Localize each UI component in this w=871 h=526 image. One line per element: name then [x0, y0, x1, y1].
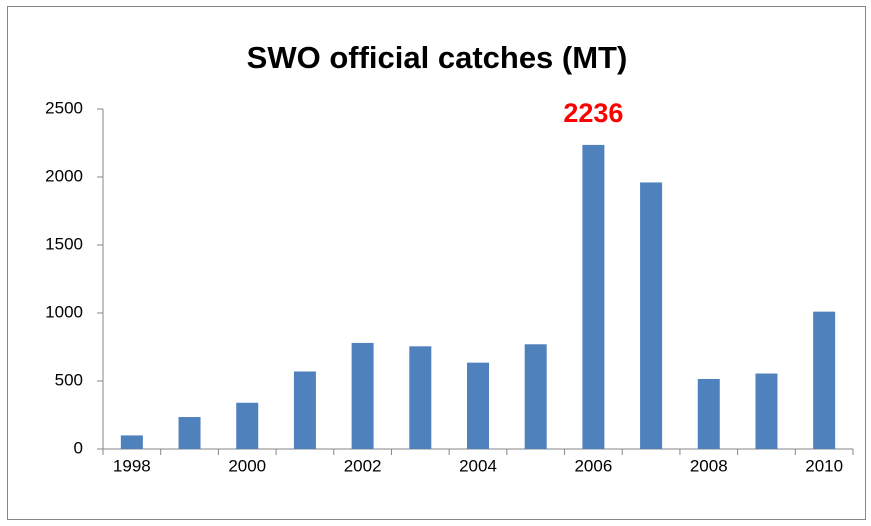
bar [524, 344, 547, 449]
y-tick-label: 0 [74, 438, 83, 457]
x-tick-label: 2006 [574, 456, 612, 475]
bar [409, 346, 432, 449]
x-tick-label: 2004 [459, 456, 497, 475]
bar [755, 373, 778, 449]
bar [178, 417, 201, 449]
y-tick-label: 500 [55, 370, 83, 389]
bar [813, 311, 836, 449]
chart-title: SWO official catches (MT) [247, 40, 628, 75]
y-tick-label: 2500 [45, 98, 83, 117]
value-label: 2236 [563, 98, 623, 128]
x-tick-label: 2010 [805, 456, 843, 475]
x-tick-label: 1998 [113, 456, 151, 475]
bar [697, 378, 720, 449]
y-tick-label: 1500 [45, 234, 83, 253]
bar [582, 144, 605, 450]
bar [351, 342, 374, 449]
x-tick-label: 2008 [690, 456, 728, 475]
x-tick-label: 2000 [228, 456, 266, 475]
bar [236, 402, 259, 449]
bar [467, 362, 489, 449]
y-tick-label: 2000 [45, 166, 83, 185]
bar [120, 435, 143, 449]
bar [640, 182, 663, 449]
x-tick-label: 2002 [344, 456, 382, 475]
y-tick-label: 1000 [45, 302, 83, 321]
chart-frame [7, 6, 866, 520]
bar [293, 371, 316, 449]
